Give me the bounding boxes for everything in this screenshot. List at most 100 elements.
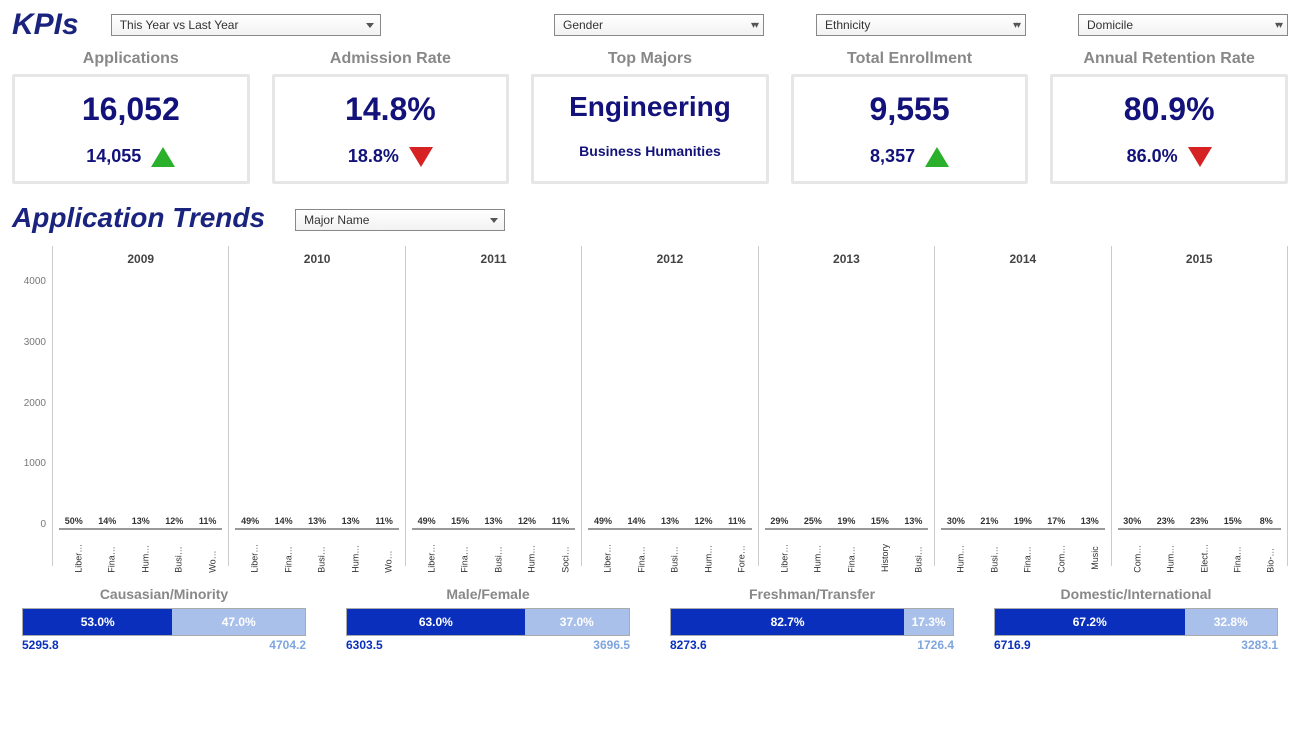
bar-pct-label: 12% (165, 516, 183, 526)
bar-xlabel: Human Reso.. (798, 530, 827, 566)
major-dropdown[interactable]: Major Name (295, 209, 505, 231)
kpi-label: Admission Rate (272, 50, 510, 68)
breakdown-values: 8273.61726.4 (670, 638, 954, 652)
bar-slot: 11% (722, 516, 751, 528)
bar-pct-label: 21% (980, 516, 998, 526)
kpi-card: Annual Retention Rate80.9%86.0% (1050, 50, 1288, 184)
bar-xlabel: Bio-Tech Eng.. (1251, 530, 1280, 566)
kpi-label: Top Majors (531, 50, 769, 68)
kpi-main-value: 80.9% (1059, 87, 1279, 128)
year-label: 2009 (53, 246, 228, 268)
page-title: KPIs (12, 8, 79, 42)
bar-xlabel: Liberal Arts (588, 530, 617, 566)
bar-xlabel: Womens Stu.. (369, 530, 398, 566)
breakdown-seg-a[interactable]: 82.7% (671, 609, 904, 635)
period-dropdown[interactable]: This Year vs Last Year (111, 14, 381, 36)
year-panel: 200950%14%13%12%11%Liberal ArtsFinanceHu… (52, 246, 228, 566)
bar-pct-label: 11% (728, 516, 746, 526)
bar-slot: 30% (941, 516, 970, 528)
bar-xlabel: Finance (1218, 530, 1247, 566)
breakdown-seg-b[interactable]: 32.8% (1185, 609, 1277, 635)
caret-down-icon (366, 23, 374, 28)
kpi-card-body: 16,05214,055 (12, 74, 250, 184)
trends-title: Application Trends (12, 202, 265, 234)
bar-slot: 19% (1008, 516, 1037, 528)
kpi-sub-value: Business Humanities (540, 143, 760, 159)
breakdown-seg-b[interactable]: 37.0% (525, 609, 629, 635)
kpi-card-body: 14.8%18.8% (272, 74, 510, 184)
bar-xlabel: Electrical Eng.. (1185, 530, 1214, 566)
breakdown-seg-b[interactable]: 47.0% (172, 609, 305, 635)
domicile-dropdown-label: Domicile (1087, 18, 1133, 32)
bar-slot: 29% (765, 516, 794, 528)
y-tick: 1000 (12, 458, 46, 469)
bar-pct-label: 15% (1224, 516, 1242, 526)
kpi-main-value: 9,555 (800, 87, 1020, 128)
bar-pct-label: 11% (375, 516, 393, 526)
bar-slot: 11% (546, 516, 575, 528)
breakdown-val-a: 8273.6 (670, 638, 707, 652)
year-panel: 201049%14%13%13%11%Liberal ArtsFinanceBu… (228, 246, 404, 566)
breakdown-seg-a[interactable]: 63.0% (347, 609, 525, 635)
bar-xlabel: Womens Stu.. (193, 530, 222, 566)
ethnicity-dropdown-label: Ethnicity (825, 18, 870, 32)
bar-slot: 13% (1075, 516, 1104, 528)
bar-area: 49%14%13%12%11% (588, 272, 751, 530)
bar-pct-label: 30% (947, 516, 965, 526)
bar-pct-label: 25% (804, 516, 822, 526)
trend-up-icon (925, 147, 949, 167)
kpi-label: Annual Retention Rate (1050, 50, 1288, 68)
bar-area: 29%25%19%15%13% (765, 272, 928, 530)
header-row: KPIs This Year vs Last Year Gender ▾▾ Et… (12, 8, 1288, 42)
bar-xlabel: Finance (622, 530, 651, 566)
breakdown-bar: 82.7%17.3% (670, 608, 954, 636)
bar-xlabel: Human Reso.. (512, 530, 541, 566)
bar-area: 49%15%13%12%11% (412, 272, 575, 530)
xlabels: Liberal ArtsFinanceBusiness Ma..Human Re… (235, 530, 398, 566)
breakdown-bars: Causasian/Minority53.0%47.0%5295.84704.2… (12, 586, 1288, 652)
bar-pct-label: 15% (451, 516, 469, 526)
ethnicity-dropdown[interactable]: Ethnicity ▾▾ (816, 14, 1026, 36)
breakdown-seg-b[interactable]: 17.3% (904, 609, 953, 635)
xlabels: Liberal ArtsFinanceBusiness Ma..Human Re… (588, 530, 751, 566)
bar-slot: 15% (445, 516, 474, 528)
breakdown: Domestic/International67.2%32.8%6716.932… (994, 586, 1278, 652)
bar-slot: 13% (899, 516, 928, 528)
bar-pct-label: 49% (241, 516, 259, 526)
bar-xlabel: Social Scienc.. (546, 530, 575, 566)
year-label: 2010 (229, 246, 404, 268)
gender-dropdown[interactable]: Gender ▾▾ (554, 14, 764, 36)
bar-slot: 14% (269, 516, 298, 528)
bar-xlabel: Liberal Arts (765, 530, 794, 566)
year-panel: 201530%23%23%15%8%Computer Sc..Human Res… (1111, 246, 1288, 566)
bar-slot: 12% (512, 516, 541, 528)
bar-xlabel: Human Reso.. (941, 530, 970, 566)
bar-slot: 15% (1218, 516, 1247, 528)
bar-pct-label: 14% (275, 516, 293, 526)
bar-xlabel: Liberal Arts (412, 530, 441, 566)
y-tick: 2000 (12, 398, 46, 409)
bar-pct-label: 12% (518, 516, 536, 526)
breakdown-seg-a[interactable]: 53.0% (23, 609, 172, 635)
bar-pct-label: 15% (871, 516, 889, 526)
bar-pct-label: 12% (694, 516, 712, 526)
bar-slot: 14% (92, 516, 121, 528)
breakdown-values: 5295.84704.2 (22, 638, 306, 652)
bar-pct-label: 29% (770, 516, 788, 526)
bar-xlabel: Finance (832, 530, 861, 566)
breakdown-bar: 63.0%37.0% (346, 608, 630, 636)
bar-pct-label: 14% (98, 516, 116, 526)
year-panel: 201329%25%19%15%13%Liberal ArtsHuman Res… (758, 246, 934, 566)
kpi-card-body: Engineering Business Humanities (531, 74, 769, 184)
breakdown-title: Male/Female (346, 586, 630, 602)
bar-xlabel: Human Reso.. (689, 530, 718, 566)
bar-pct-label: 30% (1123, 516, 1141, 526)
kpi-cards: Applications16,05214,055Admission Rate14… (12, 50, 1288, 184)
domicile-dropdown[interactable]: Domicile ▾▾ (1078, 14, 1288, 36)
bar-xlabel: Business Ma.. (159, 530, 188, 566)
bar-xlabel: History (865, 530, 894, 566)
bar-pct-label: 11% (199, 516, 217, 526)
breakdown-seg-a[interactable]: 67.2% (995, 609, 1185, 635)
kpi-main-value: Engineering (540, 87, 760, 123)
year-label: 2013 (759, 246, 934, 268)
